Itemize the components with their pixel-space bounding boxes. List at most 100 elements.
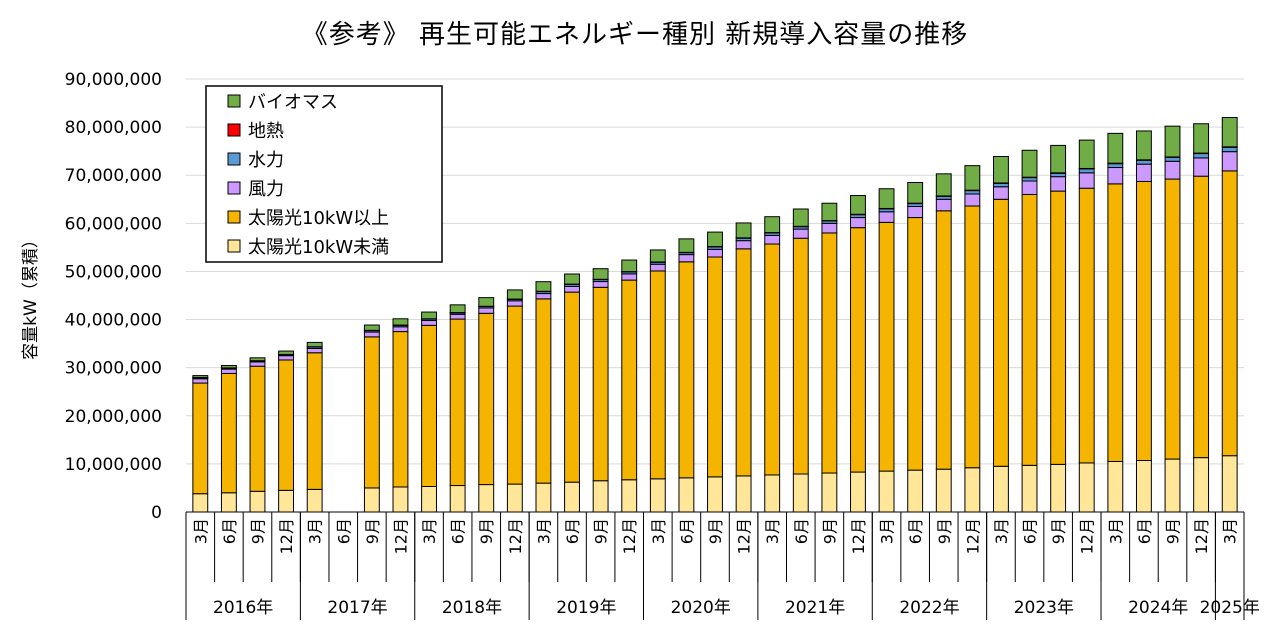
bar-segment xyxy=(1021,149,1038,178)
x-tick-label: 12月 xyxy=(1078,518,1097,554)
bar-segment xyxy=(907,217,924,471)
x-tick-label: 3月 xyxy=(534,518,553,544)
bar-segment xyxy=(1221,455,1238,513)
x-tick-label: 9月 xyxy=(592,518,611,544)
bar-segment xyxy=(278,355,295,361)
y-tick-label: 20,000,000 xyxy=(65,407,162,427)
bar-segment xyxy=(1107,132,1124,164)
x-tick-label: 3月 xyxy=(649,518,668,544)
bar-segment xyxy=(850,227,866,473)
bar-segment xyxy=(592,281,609,288)
bar-segment xyxy=(964,190,981,195)
year-label: 2022年 xyxy=(899,598,959,618)
bar-segment xyxy=(1021,180,1038,195)
x-tick-label: 6月 xyxy=(563,518,582,544)
legend-label: 太陽光10kW以上 xyxy=(248,208,389,229)
bar-segment xyxy=(707,231,723,248)
bar-segment xyxy=(764,216,781,234)
bar-segment xyxy=(478,307,495,314)
bar-segment xyxy=(478,484,495,513)
bar-segment xyxy=(220,368,237,374)
legend-label: 水力 xyxy=(248,150,284,171)
bar-segment xyxy=(564,273,580,285)
bar-segment xyxy=(792,208,809,227)
y-tick-label: 0 xyxy=(151,503,162,523)
bar-segment xyxy=(363,324,380,331)
x-tick-label: 6月 xyxy=(1021,518,1040,544)
x-tick-label: 9月 xyxy=(935,518,954,544)
bar-segment xyxy=(478,312,495,486)
bar-segment xyxy=(935,173,952,197)
bar-segment xyxy=(306,352,323,490)
chart-title: 《参考》 再生可能エネルギー種別 新規導入容量の推移 xyxy=(301,20,969,50)
legend-swatch xyxy=(227,123,241,137)
bar-segment xyxy=(792,228,809,239)
x-tick-label: 9月 xyxy=(363,518,382,544)
year-label: 2020年 xyxy=(671,598,731,618)
y-tick-label: 10,000,000 xyxy=(65,455,162,475)
legend-box xyxy=(205,85,443,263)
bar-segment xyxy=(392,318,409,326)
bar-segment xyxy=(735,222,752,239)
bar-segment xyxy=(249,490,266,513)
x-tick-label: 6月 xyxy=(792,518,811,544)
bar-segment xyxy=(907,469,924,513)
bar-segment xyxy=(792,237,809,475)
bar-segment xyxy=(821,472,838,513)
bar-segment xyxy=(764,243,781,476)
legend-swatch xyxy=(227,210,241,224)
x-tick-label: 12月 xyxy=(735,518,754,554)
bar-segment xyxy=(621,259,638,273)
legend-swatch xyxy=(227,94,241,108)
y-tick-label: 40,000,000 xyxy=(65,311,162,331)
x-tick-label: 12月 xyxy=(277,518,296,554)
bar-segment xyxy=(993,198,1009,467)
legend-label: 風力 xyxy=(248,179,284,200)
bar-segment xyxy=(1050,172,1067,178)
bar-segment xyxy=(1078,462,1095,513)
x-tick-label: 6月 xyxy=(906,518,925,544)
bar-segment xyxy=(649,249,666,263)
bar-segment xyxy=(1107,167,1124,185)
bar-segment xyxy=(564,291,580,483)
bar-segment xyxy=(1164,125,1181,158)
bar-segment xyxy=(907,181,924,204)
x-tick-label: 12月 xyxy=(963,518,982,554)
bar-segment xyxy=(363,336,380,489)
bar-segment xyxy=(1135,130,1152,161)
bar-segment xyxy=(363,331,380,338)
bar-segment xyxy=(821,232,838,474)
bar-segment xyxy=(506,483,523,513)
bar-segment xyxy=(220,492,237,513)
bar-segment xyxy=(278,350,295,355)
bar-segment xyxy=(449,313,466,320)
bar-segment xyxy=(1021,193,1038,466)
x-tick-label: 3月 xyxy=(306,518,325,544)
bar-segment xyxy=(192,375,209,379)
bar-segment xyxy=(1135,163,1152,182)
bar-segment xyxy=(735,475,752,513)
bar-segment xyxy=(506,305,523,485)
bar-segment xyxy=(249,357,266,362)
bar-segment xyxy=(792,473,809,513)
x-tick-label: 3月 xyxy=(420,518,439,544)
bar-segment xyxy=(421,311,437,320)
bar-segment xyxy=(478,297,495,307)
bar-segment xyxy=(993,465,1009,513)
x-tick-label: 6月 xyxy=(677,518,696,544)
bar-segment xyxy=(678,261,695,479)
bar-segment xyxy=(535,281,552,292)
legend-swatch xyxy=(227,181,241,195)
bar-segment xyxy=(592,286,609,482)
x-tick-label: 9月 xyxy=(820,518,839,544)
bar-segment xyxy=(993,156,1009,184)
bar-segment xyxy=(220,365,237,369)
bar-segment xyxy=(535,298,552,484)
y-tick-label: 70,000,000 xyxy=(65,166,162,186)
bar-segment xyxy=(220,372,237,494)
bar-segment xyxy=(707,476,723,513)
bar-segment xyxy=(935,198,952,212)
bar-segment xyxy=(1221,146,1238,153)
bar-segment xyxy=(1135,460,1152,513)
